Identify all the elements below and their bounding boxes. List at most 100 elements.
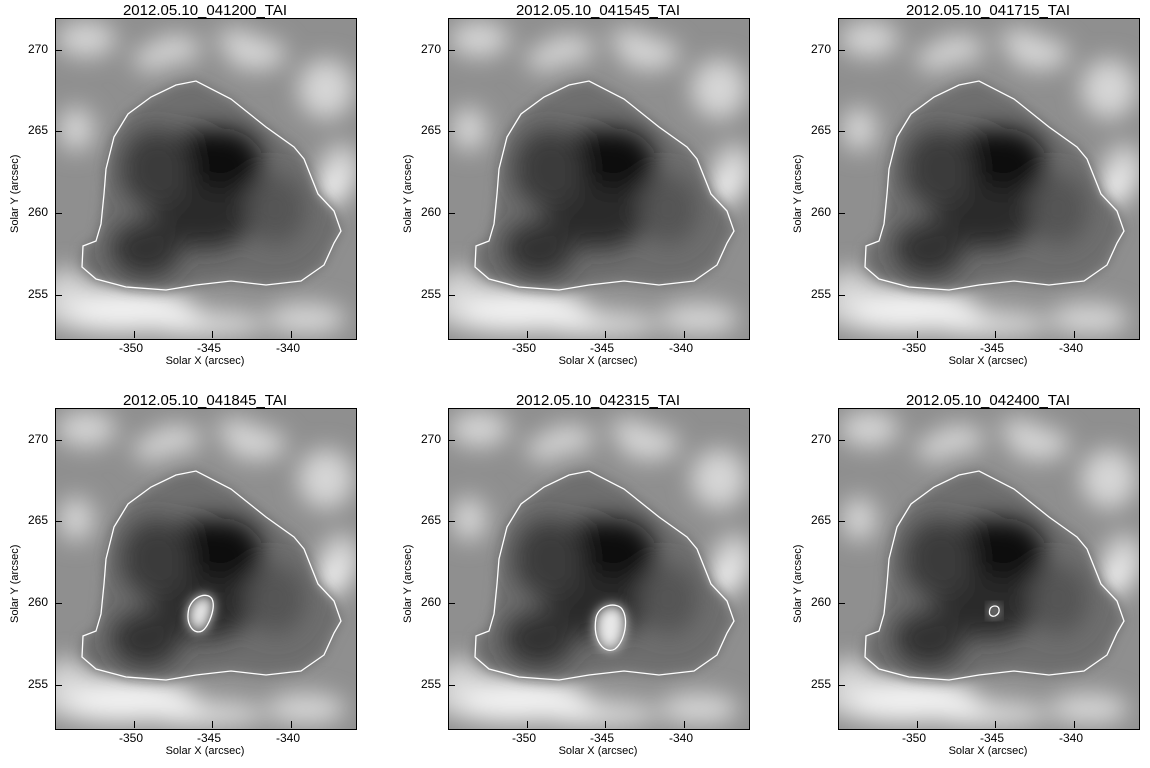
x-tick-label: -340 (276, 731, 301, 745)
y-tick-mark (448, 685, 455, 686)
y-tick-label: 265 (421, 123, 442, 137)
magnetogram-image (55, 408, 357, 730)
x-tick-label: -340 (669, 731, 694, 745)
x-tick-mark (995, 721, 996, 728)
x-tick-label: -350 (512, 731, 537, 745)
x-tick-label: -350 (119, 731, 144, 745)
x-tick-mark (684, 331, 685, 338)
x-tick-label: -350 (512, 341, 537, 355)
x-axis-title: Solar X (arcsec) (558, 745, 638, 757)
magnetogram-image (448, 18, 750, 340)
y-tick-label: 255 (28, 677, 49, 691)
y-tick-mark (448, 440, 455, 441)
y-tick-mark (448, 295, 455, 296)
y-tick-label: 255 (421, 677, 442, 691)
y-tick-mark (838, 50, 845, 51)
x-tick-mark (212, 331, 213, 338)
x-tick-mark (134, 331, 135, 338)
y-tick-label: 265 (811, 123, 832, 137)
sunspot-boundary-contour (81, 80, 342, 291)
y-tick-mark (838, 213, 845, 214)
x-tick-mark (212, 721, 213, 728)
y-tick-mark (838, 603, 845, 604)
x-tick-mark (527, 721, 528, 728)
y-tick-label: 255 (811, 287, 832, 301)
y-tick-label: 260 (421, 595, 442, 609)
magnetogram-image (838, 18, 1140, 340)
y-tick-label: 255 (421, 287, 442, 301)
x-tick-label: -345 (980, 731, 1005, 745)
bright-core-contour (594, 604, 627, 651)
y-tick-label: 270 (811, 432, 832, 446)
magnetogram-image (838, 408, 1140, 730)
y-tick-label: 260 (811, 595, 832, 609)
x-axis-title: Solar X (arcsec) (558, 355, 638, 367)
x-tick-label: -340 (1059, 341, 1084, 355)
x-axis-title: Solar X (arcsec) (948, 355, 1028, 367)
x-tick-label: -345 (590, 731, 615, 745)
y-tick-label: 270 (811, 42, 832, 56)
x-tick-mark (291, 721, 292, 728)
y-tick-mark (838, 685, 845, 686)
y-tick-mark (55, 131, 62, 132)
y-axis-title: Solar Y (arcsec) (792, 154, 804, 233)
panel-title: 2012.05.10_041845_TAI (122, 392, 288, 409)
y-tick-label: 265 (28, 513, 49, 527)
x-tick-label: -350 (119, 341, 144, 355)
y-tick-label: 265 (811, 513, 832, 527)
panel-title: 2012.05.10_041715_TAI (905, 2, 1071, 19)
x-tick-mark (527, 331, 528, 338)
magnetogram-image (448, 408, 750, 730)
y-tick-mark (838, 440, 845, 441)
x-tick-label: -345 (980, 341, 1005, 355)
sunspot-boundary-contour (864, 470, 1125, 681)
y-tick-label: 260 (28, 205, 49, 219)
y-tick-label: 270 (28, 42, 49, 56)
sunspot-boundary-contour (81, 470, 342, 681)
y-axis-title: Solar Y (arcsec) (9, 154, 21, 233)
y-axis-title: Solar Y (arcsec) (402, 544, 414, 623)
x-tick-label: -340 (276, 341, 301, 355)
x-tick-label: -345 (197, 341, 222, 355)
x-tick-mark (684, 721, 685, 728)
y-tick-label: 270 (28, 432, 49, 446)
y-tick-mark (55, 685, 62, 686)
x-tick-mark (995, 331, 996, 338)
x-axis-title: Solar X (arcsec) (948, 745, 1028, 757)
x-tick-mark (917, 721, 918, 728)
x-tick-mark (1074, 331, 1075, 338)
x-tick-mark (605, 721, 606, 728)
bright-core-contour (187, 594, 214, 633)
x-axis-title: Solar X (arcsec) (165, 745, 245, 757)
x-tick-mark (605, 331, 606, 338)
y-tick-mark (55, 603, 62, 604)
y-tick-mark (448, 131, 455, 132)
y-tick-mark (55, 213, 62, 214)
x-tick-mark (291, 331, 292, 338)
y-tick-label: 255 (28, 287, 49, 301)
bright-core-contour (988, 605, 1000, 617)
x-tick-label: -345 (197, 731, 222, 745)
magnetogram-image (55, 18, 357, 340)
y-tick-mark (55, 440, 62, 441)
y-tick-mark (838, 521, 845, 522)
panel-title: 2012.05.10_042400_TAI (905, 392, 1071, 409)
y-tick-label: 260 (421, 205, 442, 219)
y-tick-mark (448, 50, 455, 51)
y-tick-mark (448, 521, 455, 522)
x-tick-label: -350 (902, 341, 927, 355)
y-tick-label: 255 (811, 677, 832, 691)
y-tick-label: 270 (421, 432, 442, 446)
x-tick-label: -345 (590, 341, 615, 355)
x-tick-mark (134, 721, 135, 728)
panel-title: 2012.05.10_041200_TAI (122, 2, 288, 19)
x-tick-label: -340 (669, 341, 694, 355)
y-tick-label: 265 (421, 513, 442, 527)
y-tick-label: 260 (811, 205, 832, 219)
y-tick-mark (55, 50, 62, 51)
y-tick-mark (55, 521, 62, 522)
y-tick-mark (448, 603, 455, 604)
y-axis-title: Solar Y (arcsec) (402, 154, 414, 233)
x-tick-label: -350 (902, 731, 927, 745)
y-tick-mark (838, 131, 845, 132)
